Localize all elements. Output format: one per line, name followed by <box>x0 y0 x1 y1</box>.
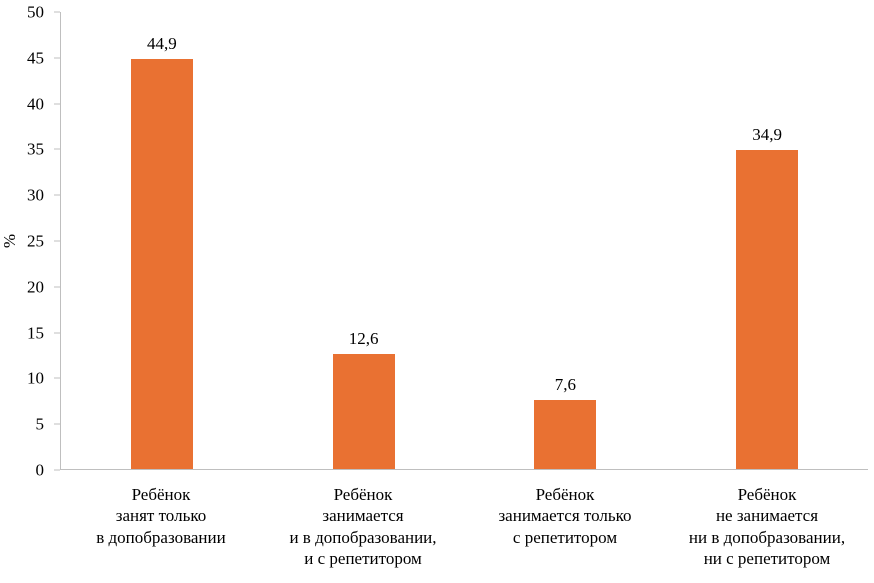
category-label: Ребёнок занят только в допобразовании <box>96 485 226 547</box>
y-tick-mark <box>54 240 60 242</box>
category-labels: Ребёнок занят только в допобразовании Реб… <box>60 484 868 569</box>
bar-slot: 44,9 <box>61 12 263 469</box>
y-tick-label: 10 <box>27 368 44 388</box>
y-tick-label: 5 <box>35 414 45 434</box>
y-tick-mark <box>54 57 60 59</box>
bar-slot: 12,6 <box>263 12 465 469</box>
y-tick-label: 15 <box>27 323 44 343</box>
bar-value-label: 44,9 <box>147 33 177 53</box>
y-tick-label: 20 <box>27 277 44 297</box>
y-tick-label: 35 <box>27 139 44 159</box>
y-tick-label: 45 <box>27 48 44 68</box>
bar <box>130 58 193 469</box>
category-label: Ребёнок занимается и в допобразовании, и… <box>289 485 437 568</box>
y-tick-mark <box>54 194 60 196</box>
bar <box>736 150 799 469</box>
y-tick-mark <box>54 377 60 379</box>
plot-area: 44,9 12,6 7,6 34,9 <box>60 12 868 470</box>
y-tick-label: 25 <box>27 231 44 251</box>
bar <box>534 399 597 469</box>
y-tick-mark <box>54 469 60 471</box>
y-tick-label: 0 <box>35 460 45 480</box>
y-tick-mark <box>54 423 60 425</box>
y-tick-mark <box>54 286 60 288</box>
bar-slot: 7,6 <box>465 12 667 469</box>
bar <box>332 353 395 469</box>
y-tick-mark <box>54 332 60 334</box>
category-label: Ребёнок занимается только с репетитором <box>498 485 632 547</box>
y-tick-label: 30 <box>27 185 44 205</box>
bar-slot: 34,9 <box>666 12 868 469</box>
y-tick-mark <box>54 148 60 150</box>
y-tick-label: 40 <box>27 94 44 114</box>
bar-value-label: 34,9 <box>752 125 782 145</box>
y-tick-mark <box>54 103 60 105</box>
category-label: Ребёнок не занимается ни в допобразовани… <box>688 485 846 568</box>
bar-value-label: 12,6 <box>348 328 379 348</box>
y-axis-ticks: 0 5 10 15 20 25 30 35 40 45 50 <box>0 4 60 479</box>
bar-value-label: 7,6 <box>554 374 576 394</box>
y-tick-label: 50 <box>27 2 44 22</box>
y-tick-mark <box>54 11 60 13</box>
